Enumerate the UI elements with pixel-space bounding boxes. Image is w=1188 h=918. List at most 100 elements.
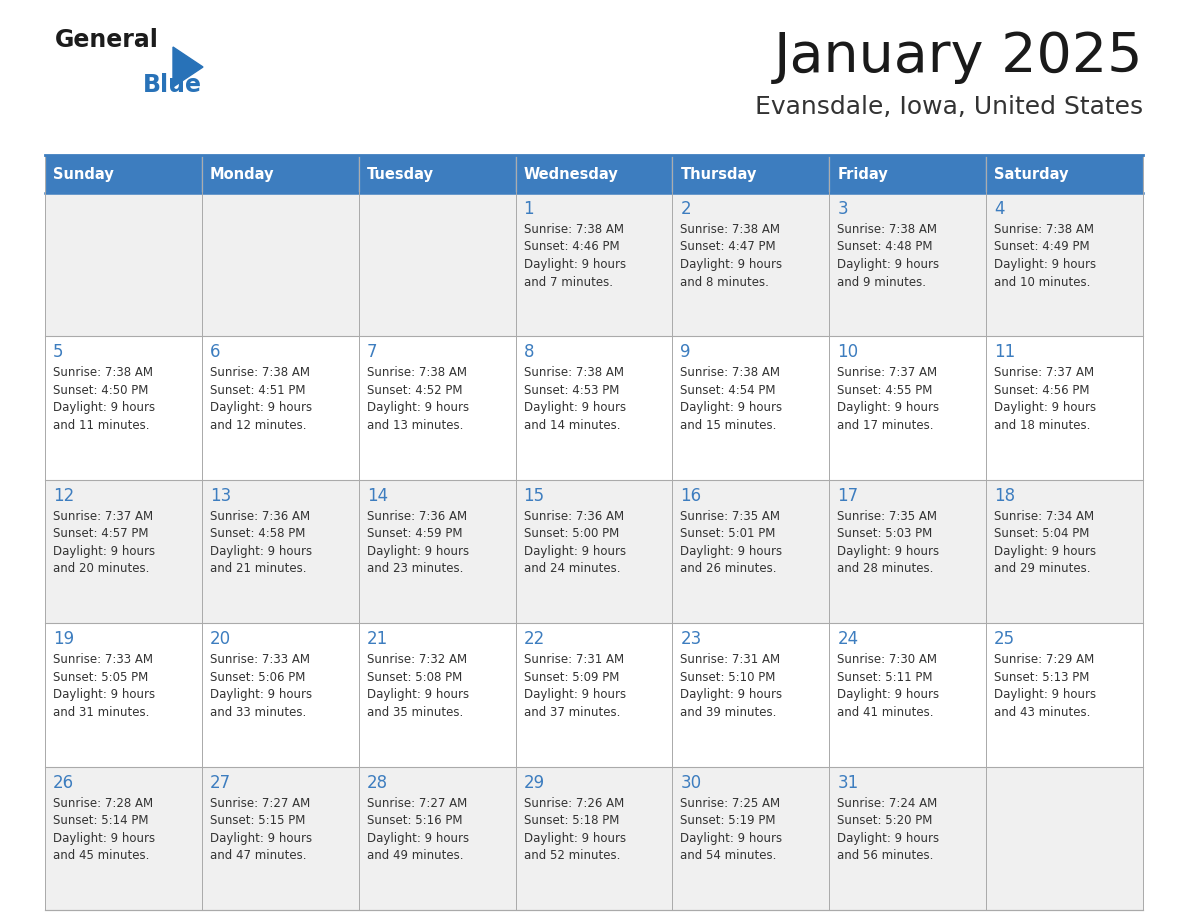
FancyBboxPatch shape: [359, 623, 516, 767]
Text: Sunrise: 7:38 AM: Sunrise: 7:38 AM: [367, 366, 467, 379]
Text: and 35 minutes.: and 35 minutes.: [367, 706, 463, 719]
FancyBboxPatch shape: [45, 336, 202, 480]
FancyBboxPatch shape: [359, 155, 516, 193]
Text: Sunset: 4:52 PM: Sunset: 4:52 PM: [367, 384, 462, 397]
FancyBboxPatch shape: [986, 623, 1143, 767]
Text: Sunrise: 7:37 AM: Sunrise: 7:37 AM: [838, 366, 937, 379]
Text: Sunrise: 7:26 AM: Sunrise: 7:26 AM: [524, 797, 624, 810]
FancyBboxPatch shape: [672, 193, 829, 336]
FancyBboxPatch shape: [986, 767, 1143, 910]
FancyBboxPatch shape: [829, 336, 986, 480]
Text: Daylight: 9 hours: Daylight: 9 hours: [681, 832, 783, 845]
Text: Sunrise: 7:37 AM: Sunrise: 7:37 AM: [53, 509, 153, 522]
Text: 6: 6: [210, 343, 220, 362]
Text: 9: 9: [681, 343, 691, 362]
Text: and 21 minutes.: and 21 minutes.: [210, 563, 307, 576]
Text: Sunrise: 7:38 AM: Sunrise: 7:38 AM: [524, 366, 624, 379]
FancyBboxPatch shape: [359, 480, 516, 623]
Text: 31: 31: [838, 774, 859, 791]
Text: Sunrise: 7:36 AM: Sunrise: 7:36 AM: [367, 509, 467, 522]
Text: Daylight: 9 hours: Daylight: 9 hours: [838, 688, 940, 701]
Text: and 14 minutes.: and 14 minutes.: [524, 419, 620, 431]
Text: 3: 3: [838, 200, 848, 218]
Text: 30: 30: [681, 774, 702, 791]
Text: 17: 17: [838, 487, 859, 505]
FancyBboxPatch shape: [829, 480, 986, 623]
Text: Sunrise: 7:25 AM: Sunrise: 7:25 AM: [681, 797, 781, 810]
Text: and 33 minutes.: and 33 minutes.: [210, 706, 307, 719]
Text: Friday: Friday: [838, 166, 889, 182]
Text: Sunset: 5:18 PM: Sunset: 5:18 PM: [524, 814, 619, 827]
Text: and 15 minutes.: and 15 minutes.: [681, 419, 777, 431]
Text: and 56 minutes.: and 56 minutes.: [838, 849, 934, 862]
Text: Sunset: 5:06 PM: Sunset: 5:06 PM: [210, 671, 305, 684]
Text: Sunrise: 7:24 AM: Sunrise: 7:24 AM: [838, 797, 937, 810]
Text: and 7 minutes.: and 7 minutes.: [524, 275, 613, 288]
Text: and 11 minutes.: and 11 minutes.: [53, 419, 150, 431]
Text: 10: 10: [838, 343, 859, 362]
Text: Daylight: 9 hours: Daylight: 9 hours: [367, 401, 469, 414]
Text: Daylight: 9 hours: Daylight: 9 hours: [210, 544, 312, 558]
FancyBboxPatch shape: [829, 767, 986, 910]
Text: and 37 minutes.: and 37 minutes.: [524, 706, 620, 719]
Text: and 13 minutes.: and 13 minutes.: [367, 419, 463, 431]
Text: Sunset: 5:16 PM: Sunset: 5:16 PM: [367, 814, 462, 827]
Text: Sunset: 4:57 PM: Sunset: 4:57 PM: [53, 527, 148, 541]
Text: 2: 2: [681, 200, 691, 218]
Text: Sunrise: 7:30 AM: Sunrise: 7:30 AM: [838, 654, 937, 666]
Text: and 24 minutes.: and 24 minutes.: [524, 563, 620, 576]
Text: Sunset: 4:51 PM: Sunset: 4:51 PM: [210, 384, 305, 397]
Text: Daylight: 9 hours: Daylight: 9 hours: [524, 688, 626, 701]
Text: Sunset: 4:47 PM: Sunset: 4:47 PM: [681, 241, 776, 253]
Text: Sunset: 5:20 PM: Sunset: 5:20 PM: [838, 814, 933, 827]
Text: Sunrise: 7:38 AM: Sunrise: 7:38 AM: [53, 366, 153, 379]
Text: and 49 minutes.: and 49 minutes.: [367, 849, 463, 862]
Text: Sunrise: 7:35 AM: Sunrise: 7:35 AM: [838, 509, 937, 522]
Text: Sunset: 4:59 PM: Sunset: 4:59 PM: [367, 527, 462, 541]
Text: Sunrise: 7:36 AM: Sunrise: 7:36 AM: [210, 509, 310, 522]
Text: Sunset: 5:05 PM: Sunset: 5:05 PM: [53, 671, 148, 684]
FancyBboxPatch shape: [829, 623, 986, 767]
FancyBboxPatch shape: [516, 193, 672, 336]
Text: 13: 13: [210, 487, 232, 505]
FancyBboxPatch shape: [202, 336, 359, 480]
FancyBboxPatch shape: [202, 623, 359, 767]
Text: 22: 22: [524, 630, 545, 648]
Text: Sunrise: 7:35 AM: Sunrise: 7:35 AM: [681, 509, 781, 522]
Text: and 39 minutes.: and 39 minutes.: [681, 706, 777, 719]
Text: 8: 8: [524, 343, 535, 362]
Text: Sunset: 4:50 PM: Sunset: 4:50 PM: [53, 384, 148, 397]
Text: Daylight: 9 hours: Daylight: 9 hours: [210, 401, 312, 414]
Text: Sunset: 5:13 PM: Sunset: 5:13 PM: [994, 671, 1089, 684]
Text: Daylight: 9 hours: Daylight: 9 hours: [53, 832, 156, 845]
Text: Sunday: Sunday: [53, 166, 114, 182]
FancyBboxPatch shape: [516, 336, 672, 480]
FancyBboxPatch shape: [986, 193, 1143, 336]
FancyBboxPatch shape: [986, 155, 1143, 193]
Text: Daylight: 9 hours: Daylight: 9 hours: [994, 544, 1097, 558]
Text: Sunrise: 7:34 AM: Sunrise: 7:34 AM: [994, 509, 1094, 522]
Text: 23: 23: [681, 630, 702, 648]
Text: and 45 minutes.: and 45 minutes.: [53, 849, 150, 862]
Text: 15: 15: [524, 487, 544, 505]
Text: Daylight: 9 hours: Daylight: 9 hours: [838, 401, 940, 414]
Text: Daylight: 9 hours: Daylight: 9 hours: [53, 401, 156, 414]
Text: Tuesday: Tuesday: [367, 166, 434, 182]
Text: Sunrise: 7:38 AM: Sunrise: 7:38 AM: [994, 223, 1094, 236]
Text: Sunrise: 7:28 AM: Sunrise: 7:28 AM: [53, 797, 153, 810]
Text: 27: 27: [210, 774, 230, 791]
Text: Saturday: Saturday: [994, 166, 1069, 182]
FancyBboxPatch shape: [516, 767, 672, 910]
Text: Daylight: 9 hours: Daylight: 9 hours: [53, 544, 156, 558]
Text: Sunrise: 7:33 AM: Sunrise: 7:33 AM: [53, 654, 153, 666]
Text: Sunset: 4:54 PM: Sunset: 4:54 PM: [681, 384, 776, 397]
Text: Sunrise: 7:29 AM: Sunrise: 7:29 AM: [994, 654, 1094, 666]
Text: 24: 24: [838, 630, 859, 648]
Text: Daylight: 9 hours: Daylight: 9 hours: [838, 258, 940, 271]
Text: Sunset: 4:53 PM: Sunset: 4:53 PM: [524, 384, 619, 397]
Text: and 12 minutes.: and 12 minutes.: [210, 419, 307, 431]
Text: 21: 21: [367, 630, 388, 648]
FancyBboxPatch shape: [45, 767, 202, 910]
Text: Sunset: 4:46 PM: Sunset: 4:46 PM: [524, 241, 619, 253]
Text: Sunrise: 7:31 AM: Sunrise: 7:31 AM: [681, 654, 781, 666]
